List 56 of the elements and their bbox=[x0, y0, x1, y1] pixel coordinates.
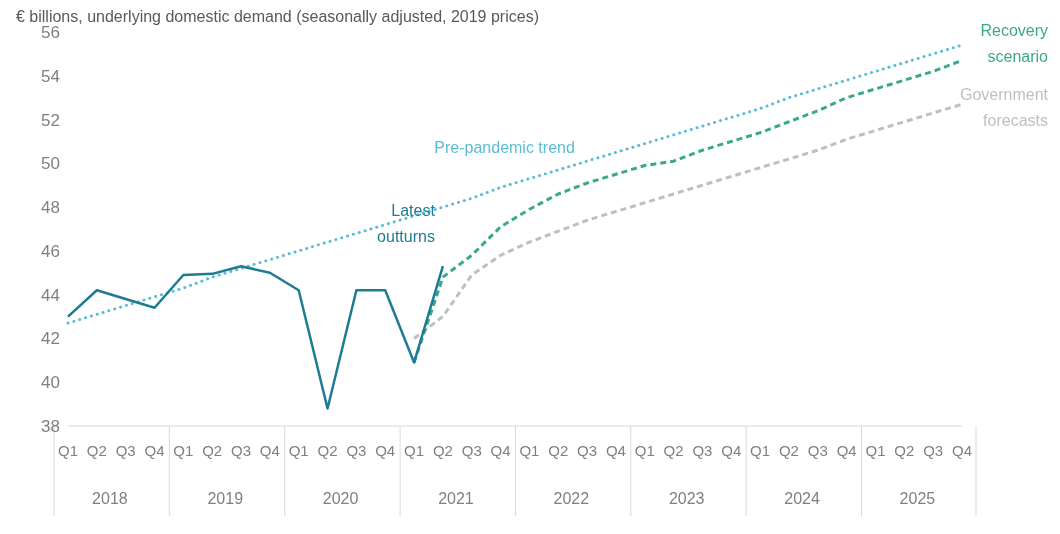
x-tick-label: Q2 bbox=[663, 442, 684, 459]
x-tick-label: Q4 bbox=[259, 442, 280, 459]
x-tick-label: Q4 bbox=[951, 442, 973, 459]
x-tick-label: Q1 bbox=[288, 442, 309, 459]
x-tick-label: Q3 bbox=[115, 442, 136, 459]
x-tick-label: Q3 bbox=[807, 442, 828, 459]
y-tick-label: 50 bbox=[41, 154, 60, 174]
x-tick-label: Q1 bbox=[57, 442, 79, 459]
text: 2018 bbox=[92, 490, 128, 507]
line-series bbox=[66, 264, 445, 410]
x-tick-label: Q4 bbox=[490, 442, 511, 459]
x-tick-label: Q2 bbox=[548, 442, 569, 459]
x-tick-label: Q4 bbox=[836, 442, 857, 459]
x-tick-label: Q3 bbox=[346, 442, 367, 459]
x-tick-label: Q1 bbox=[634, 442, 655, 459]
chart-subtitle: € billions, underlying domestic demand (seasonally adjusted, 2019 prices) bbox=[16, 8, 539, 26]
series-label: Recovery scenario bbox=[980, 22, 1049, 66]
y-tick-label: 44 bbox=[41, 285, 60, 305]
x-tick-label: Q3 bbox=[461, 442, 482, 459]
x-tick-label: Q3 bbox=[231, 442, 252, 459]
x-tick-label: Q1 bbox=[404, 442, 425, 459]
x-tick-label: Q4 bbox=[721, 442, 742, 459]
y-tick-label: 48 bbox=[41, 198, 60, 218]
x-tick-label: Q3 bbox=[692, 442, 713, 459]
x-tick-label: Q1 bbox=[519, 442, 540, 459]
text: 2021 bbox=[438, 490, 474, 507]
x-tick-label: Q3 bbox=[923, 442, 944, 459]
text: 2019 bbox=[207, 490, 244, 507]
y-tick-label: 54 bbox=[41, 66, 60, 86]
text: 2025 bbox=[899, 490, 936, 507]
text: 2022 bbox=[553, 490, 590, 507]
x-tick-label: Q3 bbox=[577, 442, 598, 459]
x-tick-label: Q2 bbox=[778, 442, 799, 459]
series-label: Government forecasts bbox=[959, 86, 1049, 130]
x-tick-label: Q2 bbox=[317, 442, 338, 459]
series-label: Pre-pandemic trend bbox=[434, 139, 575, 157]
y-tick-label: 38 bbox=[41, 417, 60, 437]
x-tick-label: Q2 bbox=[894, 442, 915, 459]
text: 2024 bbox=[784, 490, 820, 507]
text: 2023 bbox=[668, 490, 705, 507]
x-tick-label: Q4 bbox=[375, 442, 396, 459]
x-tick-label: Q2 bbox=[202, 442, 223, 459]
x-tick-label: Q4 bbox=[605, 442, 626, 459]
y-tick-label: 40 bbox=[41, 373, 60, 393]
x-tick-label: Q1 bbox=[173, 442, 194, 459]
x-tick-label: Q2 bbox=[432, 442, 453, 459]
x-tick-label: Q1 bbox=[865, 442, 886, 459]
text: 2020 bbox=[322, 490, 359, 507]
y-tick-label: 52 bbox=[41, 110, 60, 130]
x-tick-label: Q2 bbox=[86, 442, 107, 459]
y-tick-label: 42 bbox=[41, 329, 60, 349]
y-tick-label: 56 bbox=[41, 23, 60, 43]
x-tick-label: Q4 bbox=[144, 442, 165, 459]
y-tick-label: 46 bbox=[41, 241, 60, 261]
x-tick-label: Q1 bbox=[750, 442, 771, 459]
series-label: Latest outturns bbox=[377, 202, 436, 246]
